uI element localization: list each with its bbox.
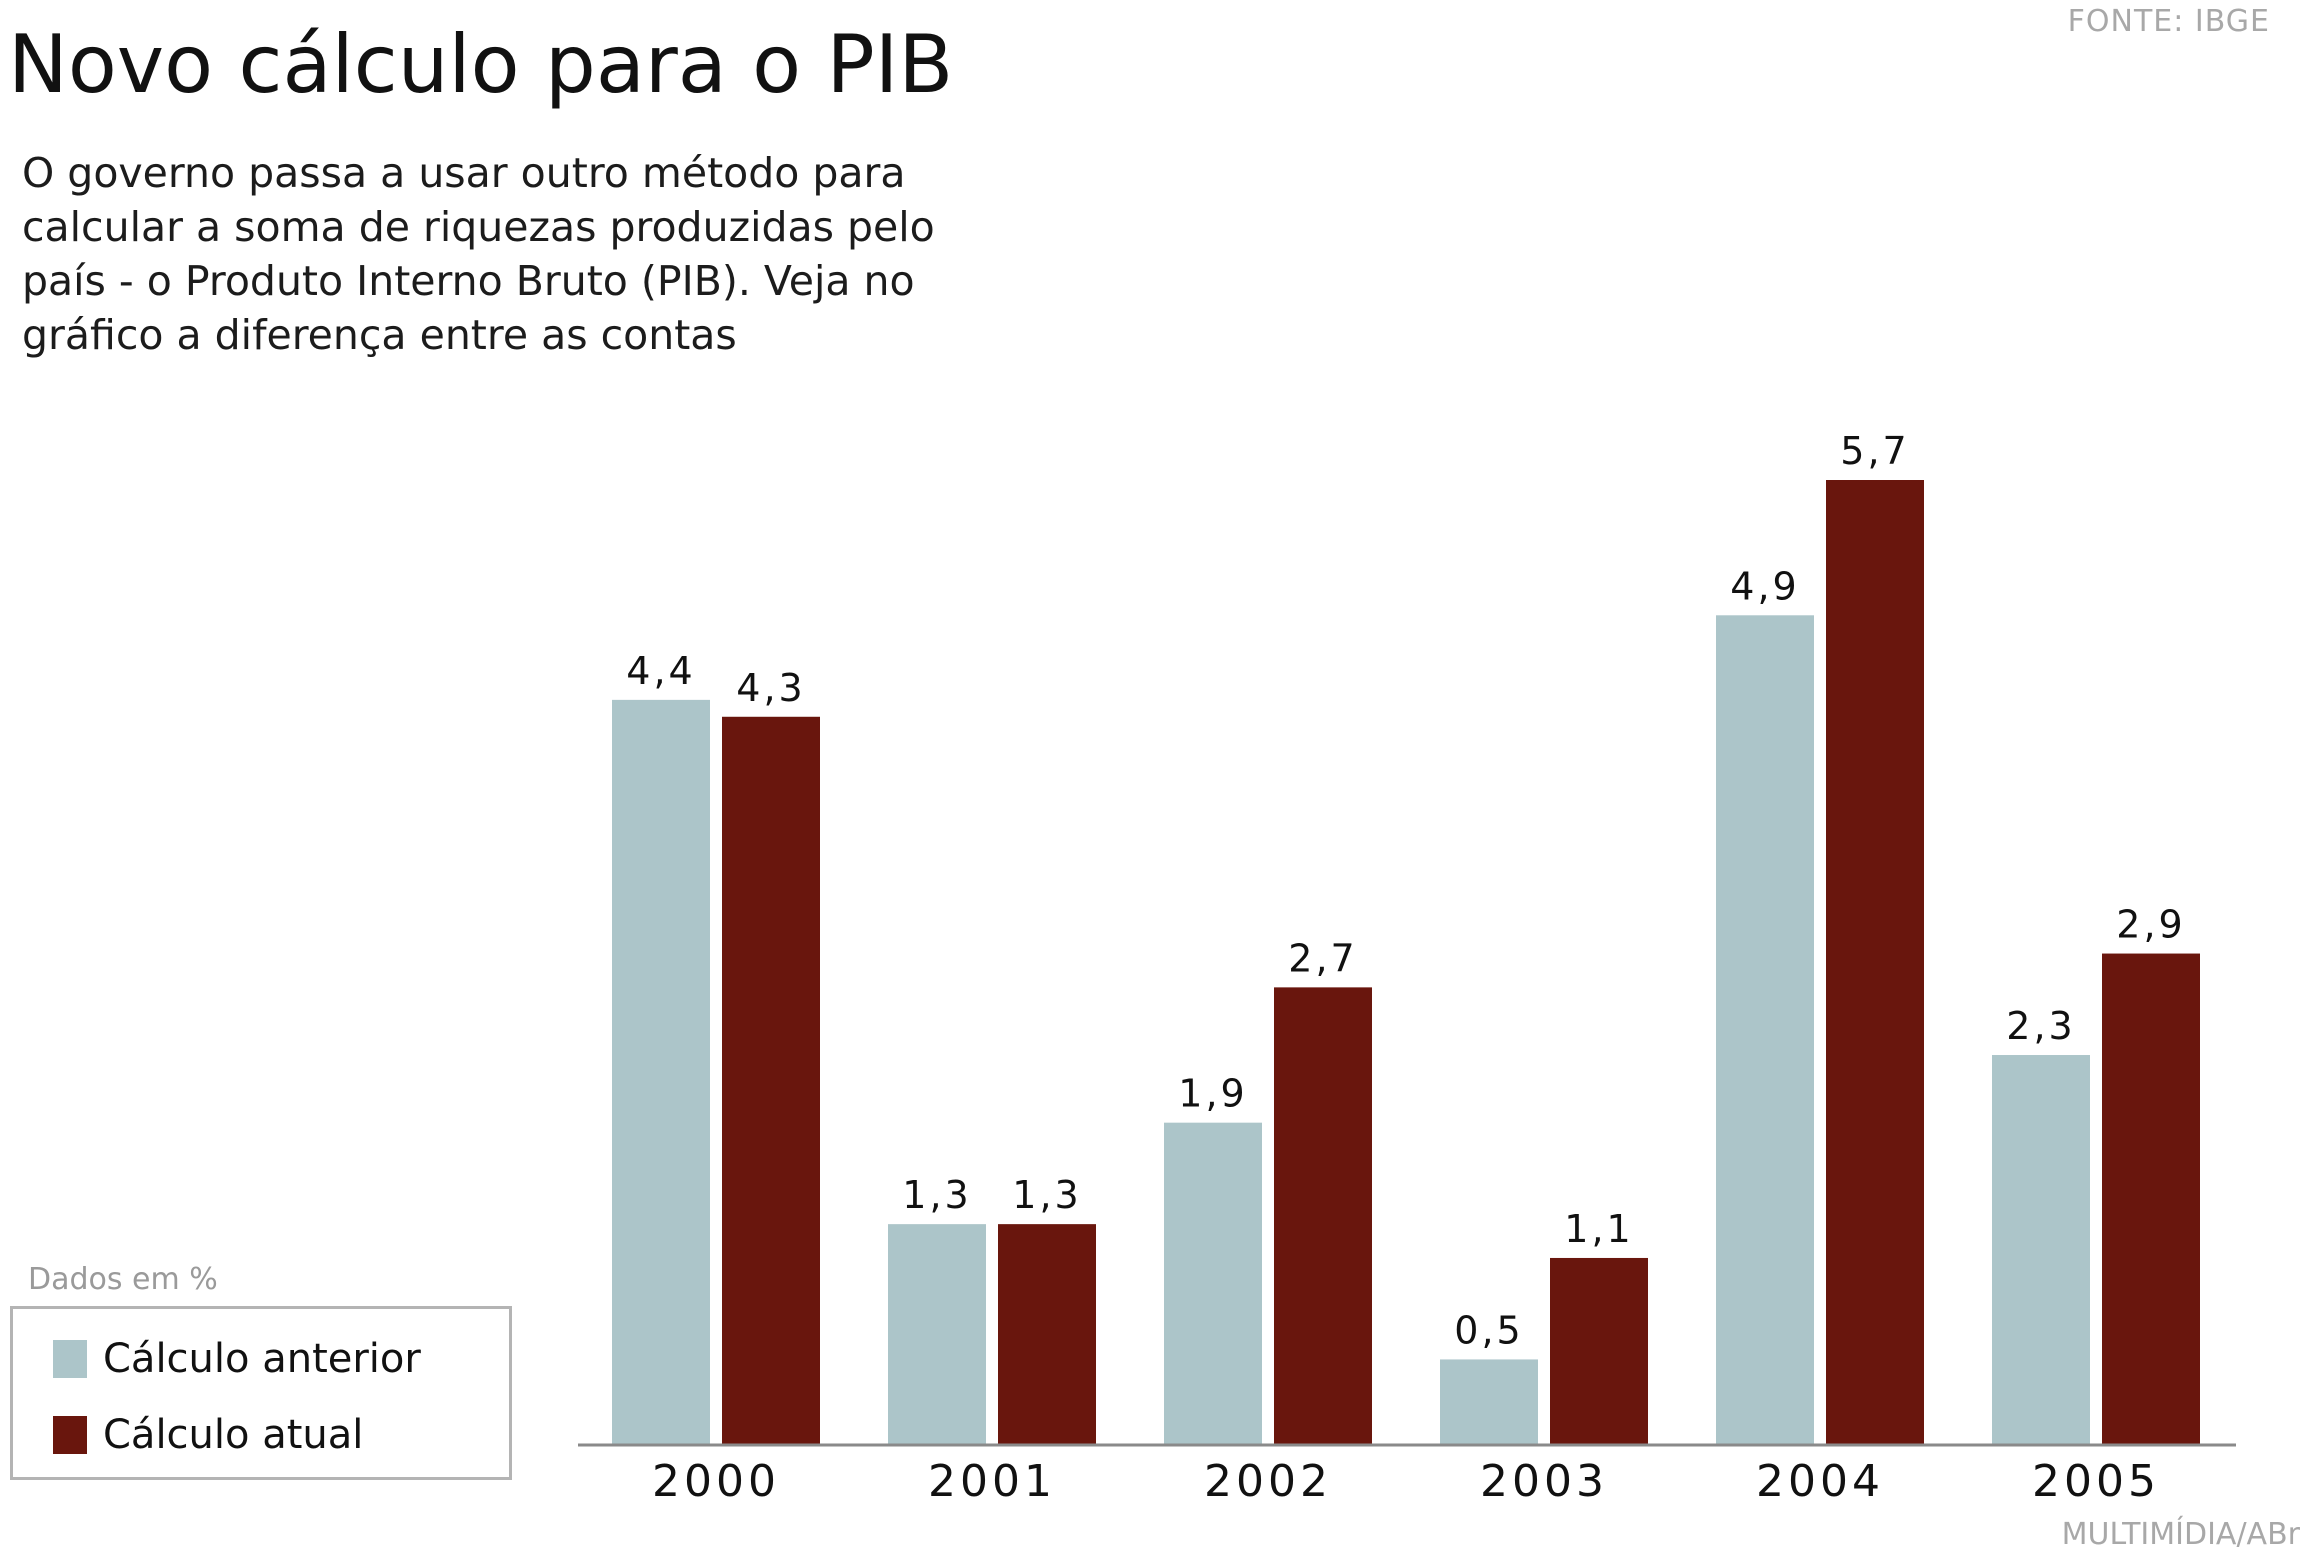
- data-label: 4,9: [1730, 564, 1799, 608]
- chart-legend: Cálculo anterior Cálculo atual: [10, 1306, 512, 1480]
- bar-2004-series-0: [1716, 615, 1814, 1444]
- legend-label: Cálculo anterior: [103, 1336, 421, 1382]
- legend-item-calculo-atual: Cálculo atual: [53, 1412, 364, 1458]
- x-tick-label: 2002: [1204, 1456, 1332, 1507]
- credit-note: MULTIMÍDIA/ABr: [2061, 1517, 2300, 1552]
- legend-label: Cálculo atual: [103, 1412, 364, 1458]
- data-label: 4,4: [626, 649, 695, 693]
- legend-item-calculo-anterior: Cálculo anterior: [53, 1336, 421, 1382]
- data-label: 1,3: [1012, 1173, 1081, 1217]
- legend-swatch-calculo-anterior: [53, 1340, 87, 1378]
- legend-swatch-calculo-atual: [53, 1416, 87, 1454]
- data-label: 5,7: [1840, 429, 1909, 473]
- chart-title: Novo cálculo para o PIB: [8, 18, 954, 111]
- bar-2000-series-1: [722, 716, 820, 1444]
- bar-2005-series-1: [2102, 953, 2200, 1444]
- bar-2002-series-1: [1274, 987, 1372, 1444]
- bar-2002-series-0: [1164, 1122, 1262, 1444]
- bar-2001-series-1: [998, 1224, 1096, 1444]
- data-label: 2,3: [2006, 1004, 2075, 1048]
- data-label: 0,5: [1454, 1308, 1523, 1352]
- bar-2004-series-1: [1826, 480, 1924, 1444]
- x-tick-label: 2003: [1480, 1456, 1608, 1507]
- x-tick-label: 2001: [928, 1456, 1056, 1507]
- x-tick-label: 2005: [2032, 1456, 2160, 1507]
- x-tick-label: 2000: [652, 1456, 780, 1507]
- bar-2001-series-0: [888, 1224, 986, 1444]
- data-label: 4,3: [736, 666, 805, 710]
- bar-2003-series-0: [1440, 1359, 1538, 1444]
- bar-2005-series-0: [1992, 1055, 2090, 1444]
- chart-subtitle: O governo passa a usar outro método para…: [22, 149, 935, 359]
- bar-2003-series-1: [1550, 1257, 1648, 1444]
- data-label: 1,1: [1564, 1207, 1633, 1251]
- bar-2000-series-0: [612, 699, 710, 1444]
- data-label: 2,7: [1288, 936, 1357, 980]
- source-note: FONTE: IBGE: [2067, 4, 2270, 39]
- x-tick-label: 2004: [1756, 1456, 1884, 1507]
- data-label: 1,9: [1178, 1072, 1247, 1116]
- data-label: 1,3: [902, 1173, 971, 1217]
- units-note: Dados em %: [28, 1262, 218, 1297]
- data-label: 2,9: [2116, 903, 2185, 947]
